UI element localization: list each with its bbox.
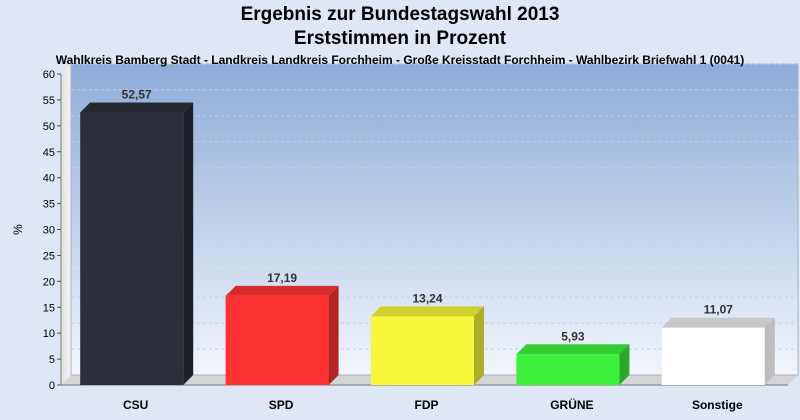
bar-top bbox=[516, 344, 630, 355]
y-tick-label: 15 bbox=[43, 302, 55, 314]
y-tick-label: 55 bbox=[43, 95, 55, 107]
y-tick-label: 25 bbox=[43, 250, 55, 262]
bar-value-label: 11,07 bbox=[704, 303, 734, 317]
bar-side bbox=[619, 344, 630, 385]
y-tick-label: 20 bbox=[43, 276, 55, 288]
y-tick-label: 5 bbox=[49, 354, 55, 366]
bar-value-label: 13,24 bbox=[412, 291, 442, 305]
chart-subtitle: Wahlkreis Bamberg Stadt - Landkreis Land… bbox=[55, 53, 745, 67]
bar-grüne bbox=[516, 344, 630, 385]
x-tick-label: CSU bbox=[123, 398, 148, 412]
chart-subtitle-main: Erststimmen in Prozent bbox=[293, 28, 507, 49]
y-axis-label: % bbox=[11, 224, 25, 235]
x-tick-label: Sonstige bbox=[692, 398, 743, 412]
y-tick-label: 10 bbox=[43, 328, 55, 340]
bar-csu bbox=[80, 102, 194, 385]
bar-spd bbox=[225, 285, 339, 385]
y-tick-label: 35 bbox=[43, 199, 55, 211]
bar-side bbox=[328, 285, 339, 385]
x-tick-label: SPD bbox=[269, 398, 294, 412]
bar-top bbox=[225, 285, 339, 296]
y-tick-label: 50 bbox=[43, 121, 55, 133]
y-tick-label: 0 bbox=[49, 380, 55, 392]
bar-sonstige bbox=[661, 317, 775, 385]
bar-top bbox=[661, 317, 775, 328]
x-tick-label: FDP bbox=[415, 398, 439, 412]
bar-top bbox=[371, 306, 484, 317]
bar-front bbox=[225, 295, 329, 385]
chart-title: Ergebnis zur Bundestagswahl 2013 bbox=[240, 4, 560, 25]
y-tick-label: 60 bbox=[43, 69, 55, 81]
bar-value-label: 52,57 bbox=[122, 88, 152, 102]
y-tick-label: 30 bbox=[43, 225, 55, 237]
bar-front bbox=[661, 327, 765, 385]
bar-side bbox=[474, 306, 484, 385]
bar-value-label: 5,93 bbox=[561, 329, 585, 343]
y-tick-label: 40 bbox=[43, 173, 55, 185]
y-tick-label: 45 bbox=[43, 147, 55, 159]
plot-side-wall bbox=[61, 64, 71, 385]
bar-front bbox=[516, 354, 620, 385]
bar-front bbox=[80, 112, 184, 385]
x-tick-label: GRÜNE bbox=[550, 397, 593, 412]
bar-side bbox=[183, 102, 194, 385]
bar-fdp bbox=[371, 306, 484, 385]
bar-top bbox=[80, 102, 194, 113]
bar-value-label: 17,19 bbox=[267, 271, 297, 285]
bar-side bbox=[764, 317, 775, 385]
bar-front bbox=[371, 316, 474, 385]
